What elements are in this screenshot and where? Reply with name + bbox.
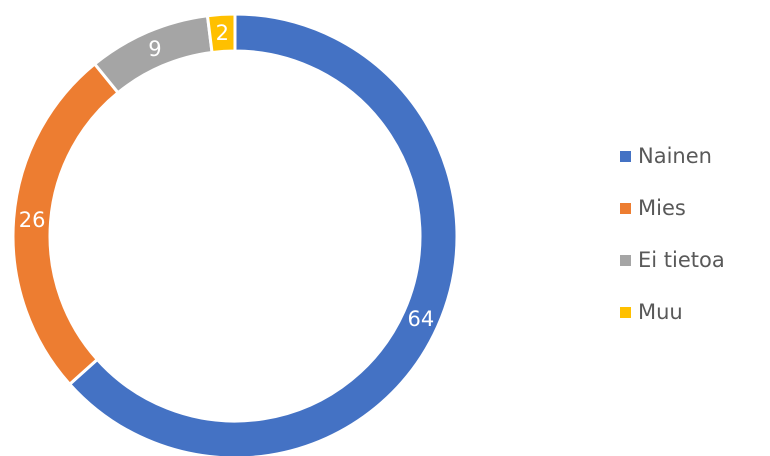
legend-item-nainen: Nainen	[620, 143, 725, 169]
chart-slices	[11, 12, 459, 456]
data-label-nainen: 64	[407, 307, 434, 331]
legend-swatch-muu	[620, 306, 631, 318]
legend-item-ei-tietoa: Ei tietoa	[620, 247, 725, 273]
legend-label-ei-tietoa: Ei tietoa	[638, 248, 725, 272]
legend-item-mies: Mies	[620, 195, 725, 221]
legend-label-nainen: Nainen	[638, 144, 712, 168]
slice-nainen	[68, 12, 459, 456]
data-label-ei-tietoa: 9	[148, 37, 161, 61]
chart-legend: Nainen Mies Ei tietoa Muu	[620, 143, 725, 351]
legend-label-mies: Mies	[638, 196, 686, 220]
chart-data-labels: 64 26 9 2	[19, 21, 434, 331]
legend-swatch-ei-tietoa	[620, 254, 631, 266]
legend-swatch-nainen	[620, 150, 631, 162]
slice-muu	[205, 12, 237, 54]
legend-item-muu: Muu	[620, 299, 725, 325]
data-label-mies: 26	[19, 208, 46, 232]
data-label-muu: 2	[216, 21, 229, 45]
legend-label-muu: Muu	[638, 300, 683, 324]
legend-swatch-mies	[620, 202, 631, 214]
